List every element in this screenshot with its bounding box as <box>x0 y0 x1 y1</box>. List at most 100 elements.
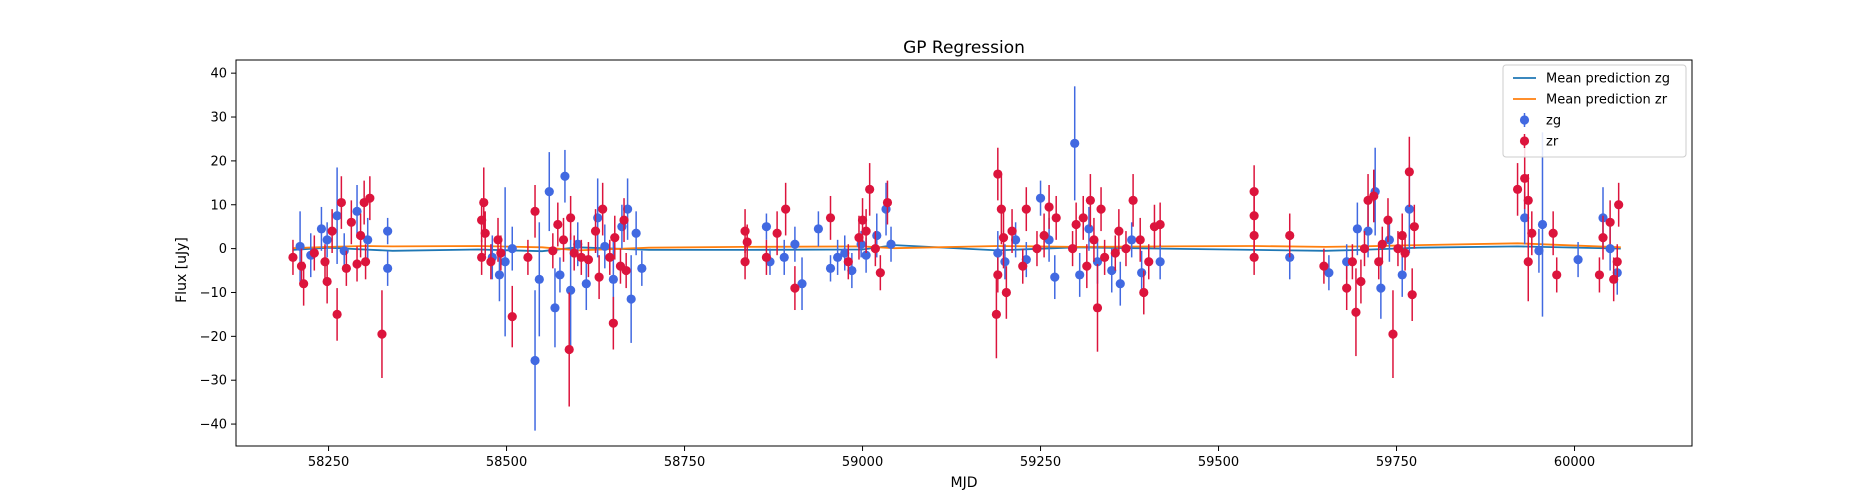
data-point <box>813 224 824 234</box>
data-point <box>530 355 540 366</box>
data-point <box>1137 268 1147 278</box>
data-point <box>583 254 594 265</box>
data-point <box>1374 257 1384 267</box>
data-point <box>320 257 330 267</box>
data-point <box>1605 217 1615 227</box>
data-point <box>993 169 1003 179</box>
data-point <box>1249 252 1259 262</box>
data-point <box>1050 272 1060 282</box>
legend: Mean prediction zg Mean prediction zr zg zr <box>1502 64 1687 158</box>
data-point <box>608 318 618 328</box>
legend-entry: zr <box>1519 134 1559 150</box>
data-point <box>991 309 1001 320</box>
data-point <box>1376 283 1386 293</box>
data-point <box>1128 195 1138 205</box>
data-point <box>566 285 576 295</box>
data-point <box>1155 257 1165 267</box>
y-axis-ticks: −40 −30 −20 −10 0 10 20 30 40 <box>200 67 236 433</box>
data-point <box>1527 228 1537 238</box>
data-point <box>626 294 636 304</box>
legend-label: Mean prediction zr <box>1546 93 1668 108</box>
data-point <box>1011 235 1021 245</box>
data-point <box>594 272 604 282</box>
data-point <box>1285 230 1295 241</box>
data-point <box>355 230 366 241</box>
data-point <box>875 268 885 278</box>
data-point <box>1400 248 1410 258</box>
data-point <box>534 274 544 284</box>
data-point <box>553 219 563 230</box>
data-point <box>993 248 1003 258</box>
data-point <box>1342 283 1352 293</box>
data-point <box>377 329 387 339</box>
legend-marker-swatch <box>1519 115 1530 125</box>
x-tick-label: 60000 <box>1554 455 1595 470</box>
data-point <box>544 186 554 197</box>
data-point <box>507 244 517 254</box>
data-point <box>1018 261 1028 271</box>
data-point <box>1035 193 1046 203</box>
data-point <box>530 206 540 216</box>
data-point <box>1319 261 1329 271</box>
data-point <box>1614 200 1624 210</box>
data-point <box>365 193 375 203</box>
data-point <box>1520 213 1530 223</box>
data-point <box>1351 307 1361 317</box>
data-point <box>1523 257 1533 267</box>
data-point <box>1121 244 1131 254</box>
data-point <box>779 252 789 262</box>
data-point <box>882 197 893 208</box>
data-point <box>288 252 298 262</box>
data-point <box>1085 195 1095 205</box>
data-point <box>1377 239 1387 249</box>
data-point <box>622 204 633 214</box>
data-point <box>1363 226 1373 236</box>
data-point <box>761 252 772 262</box>
data-point <box>560 171 570 181</box>
data-point <box>352 259 362 269</box>
data-point <box>322 235 332 245</box>
y-tick-label: −20 <box>200 330 227 345</box>
data-point <box>339 246 349 256</box>
data-point <box>1007 226 1017 236</box>
data-point <box>1537 219 1548 230</box>
data-point <box>360 257 371 267</box>
data-point <box>998 233 1009 243</box>
data-point <box>564 344 574 355</box>
data-point <box>477 252 487 262</box>
data-point <box>797 279 807 289</box>
data-point <box>637 263 647 273</box>
data-point <box>1598 233 1608 243</box>
data-point <box>1144 257 1154 267</box>
data-point <box>1075 270 1085 280</box>
data-point <box>500 257 510 267</box>
data-point <box>847 265 857 276</box>
data-point <box>1127 235 1137 245</box>
data-point <box>1404 204 1414 214</box>
data-point <box>550 303 560 313</box>
data-point <box>600 241 610 252</box>
data-point <box>1135 235 1145 245</box>
data-point <box>1021 204 1031 214</box>
data-point <box>1409 222 1419 232</box>
data-point <box>1407 290 1417 300</box>
data-point <box>1347 257 1357 267</box>
data-point <box>1107 265 1117 276</box>
data-point <box>1032 244 1042 254</box>
data-point <box>316 224 327 234</box>
data-point <box>1070 138 1080 148</box>
data-point <box>1512 184 1523 194</box>
x-tick-label: 59750 <box>1376 455 1417 470</box>
data-point <box>865 184 875 194</box>
data-point <box>790 239 800 249</box>
x-axis-label: MJD <box>951 475 978 491</box>
data-point <box>341 263 351 273</box>
data-point <box>1397 270 1407 280</box>
data-point <box>1523 195 1533 205</box>
data-point <box>590 226 601 236</box>
data-point <box>1594 270 1605 280</box>
y-tick-label: 40 <box>210 67 227 82</box>
data-point <box>1552 270 1562 280</box>
